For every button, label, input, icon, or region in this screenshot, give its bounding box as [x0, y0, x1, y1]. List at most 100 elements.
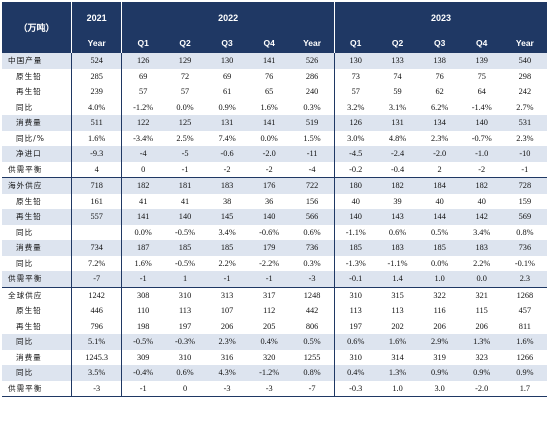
table-cell: 107	[220, 306, 234, 316]
table-cell: 519	[290, 115, 335, 131]
table-cell: 3.5%	[70, 365, 122, 381]
table-cell: 285	[70, 68, 122, 84]
table-cell: 1.4	[376, 271, 419, 287]
period-header: Q2	[376, 33, 419, 53]
row-label: 同比	[16, 227, 34, 237]
table-cell: 57	[333, 84, 377, 100]
table-cell: 0.9%	[502, 365, 547, 381]
table-cell: 144	[418, 209, 461, 225]
table-cell: 0.6%	[388, 227, 407, 237]
table-cell: 286	[305, 71, 319, 81]
table-cell: 69	[121, 68, 164, 84]
table-cell: 129	[163, 53, 207, 69]
row-label: 消费量	[2, 240, 72, 256]
table-cell: 1.6%	[502, 334, 547, 350]
table-cell: 315	[376, 286, 419, 303]
table-cell: 38	[222, 196, 232, 206]
table-cell: 4.0%	[70, 99, 122, 115]
table-cell: 1255	[303, 352, 321, 362]
table-cell: 140	[248, 209, 291, 225]
table-cell: 3.4%	[218, 227, 236, 237]
table-cell: -7	[290, 380, 335, 397]
year-2023-header: 2023	[333, 2, 547, 33]
table-cell: 2.7%	[516, 102, 534, 112]
row-label: 原生铅	[16, 71, 42, 81]
table-cell: 242	[518, 87, 532, 97]
table-cell: 185	[333, 240, 377, 256]
table-cell: 131	[376, 115, 419, 131]
table-cell: 0.4%	[333, 365, 377, 381]
table-cell: 0.6%	[163, 365, 207, 381]
table-row: 海外供应 718 182 181 183 176 722 180 182 184 182 728	[2, 177, 547, 194]
table-cell: 57	[180, 87, 190, 97]
row-label: 再生铅	[16, 321, 42, 331]
table-row: 消费量 511 122 125 131 141 519 126 131 134 140 531	[2, 115, 547, 131]
table-cell: 69	[222, 71, 232, 81]
table-cell: 39	[393, 196, 402, 206]
table-cell: 2.3%	[430, 133, 449, 143]
table-row: 中国产量 524 126 129 130 141 526 130 133 138 139 540	[2, 53, 547, 69]
table-row: 同比 5.1% -0.5% -0.3% 2.3% 0.4% 0.5% 0.6% 1.6% 2.9%…	[2, 334, 547, 350]
table-cell: 6.2%	[430, 102, 449, 112]
table-cell: -5	[163, 146, 207, 162]
table-cell: -3	[290, 271, 335, 287]
table-cell: 57	[121, 84, 164, 100]
table-cell: 1	[163, 271, 207, 287]
table-cell: 0.8%	[516, 227, 534, 237]
table-cell: -0.6	[206, 146, 249, 162]
table-cell: -2	[223, 164, 231, 174]
table-row: 供需平衡 -3 -1 0 -3 -3 -7 -0.3 1.0 3.0 -2.0 1.7	[2, 380, 547, 397]
table-cell: 1.6%	[70, 130, 122, 146]
row-label: 同比	[2, 334, 72, 350]
period-header: Q1	[121, 33, 164, 53]
table-cell: 138	[418, 53, 461, 69]
period-header-row: Year Q1 Q2 Q3 Q4 Year Q1 Q2 Q3 Q4 Year	[2, 33, 547, 53]
table-cell: 2.5%	[176, 133, 194, 143]
table-cell: 319	[433, 352, 446, 362]
table-cell: 1248	[290, 286, 335, 303]
table-cell: 197	[178, 321, 192, 331]
table-cell: 1.3%	[460, 334, 503, 350]
period-header: Q3	[418, 33, 461, 53]
table-cell: 2.9%	[418, 334, 461, 350]
table-row: 同比/% 1.6% -3.4% 2.5% 7.4% 0.0% 1.5% 3.0% 4.8% 2.3…	[2, 130, 547, 146]
table-row: 原生铅 285 69 72 69 76 286 73 74 76 75 298	[2, 68, 547, 84]
table-cell: 41	[180, 196, 190, 206]
table-cell: 112	[263, 306, 276, 316]
table-cell: 161	[70, 193, 122, 209]
table-row: 净进口 -9.3 -4 -5 -0.6 -2.0 -11 -4.5 -2.4 -2.0 -1.0 -1…	[2, 146, 547, 162]
table-cell: 320	[262, 352, 276, 362]
table-cell: 796	[70, 318, 122, 334]
table-cell: -9.3	[70, 146, 122, 162]
table-cell: -0.5%	[175, 258, 196, 268]
table-row: 供需平衡 -7 -1 1 -1 -1 -3 -0.1 1.4 1.0 0.0 2.3	[2, 271, 547, 287]
table-cell: 182	[121, 177, 164, 194]
table-row: 消费量 1245.3 309 310 316 320 1255 310 314 319 323 126…	[2, 349, 547, 365]
table-cell: -1	[521, 164, 529, 174]
table-cell: 205	[262, 321, 276, 331]
table-cell: 3.0%	[333, 130, 377, 146]
table-cell: 145	[206, 209, 249, 225]
table-cell: 141	[248, 53, 291, 69]
table-cell: 126	[121, 53, 164, 69]
table-cell: 115	[475, 306, 488, 316]
table-cell: 36	[265, 196, 274, 206]
table-cell: 722	[290, 177, 335, 194]
table-cell: 718	[70, 177, 122, 194]
table-cell: 62	[435, 87, 444, 97]
table-cell: 0	[163, 380, 207, 397]
table-cell: 133	[376, 53, 419, 69]
table-cell: 183	[376, 240, 419, 256]
table-cell	[70, 224, 122, 240]
table-cell: 531	[502, 115, 547, 131]
table-cell: -0.1%	[514, 258, 535, 268]
row-label: 全球供应	[2, 286, 72, 303]
row-label: 同比	[2, 365, 72, 381]
table-cell: 317	[248, 286, 291, 303]
year-2022-header: 2022	[121, 2, 335, 33]
table-cell: -2	[478, 164, 486, 174]
table-cell: -0.6%	[259, 227, 280, 237]
table-cell: 7.2%	[70, 255, 122, 271]
table-cell: 1.7	[502, 380, 547, 397]
